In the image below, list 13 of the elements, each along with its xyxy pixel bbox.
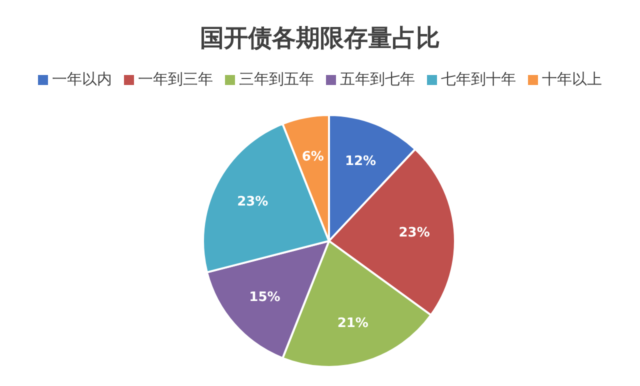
data-label: 23% bbox=[398, 225, 430, 240]
legend-label: 三年到五年 bbox=[238, 70, 314, 89]
legend-label: 十年以上 bbox=[541, 70, 602, 89]
legend-label: 一年到三年 bbox=[137, 70, 213, 89]
legend-label: 一年以内 bbox=[51, 70, 112, 89]
data-label: 21% bbox=[337, 316, 368, 331]
data-label: 6% bbox=[302, 149, 324, 164]
legend-label: 七年到十年 bbox=[440, 70, 516, 89]
legend-label: 五年到七年 bbox=[339, 70, 415, 89]
data-label: 12% bbox=[344, 154, 376, 169]
chart-title: 国开债各期限存量占比 bbox=[200, 24, 440, 52]
data-label: 15% bbox=[249, 290, 280, 306]
data-label: 23% bbox=[237, 194, 268, 210]
